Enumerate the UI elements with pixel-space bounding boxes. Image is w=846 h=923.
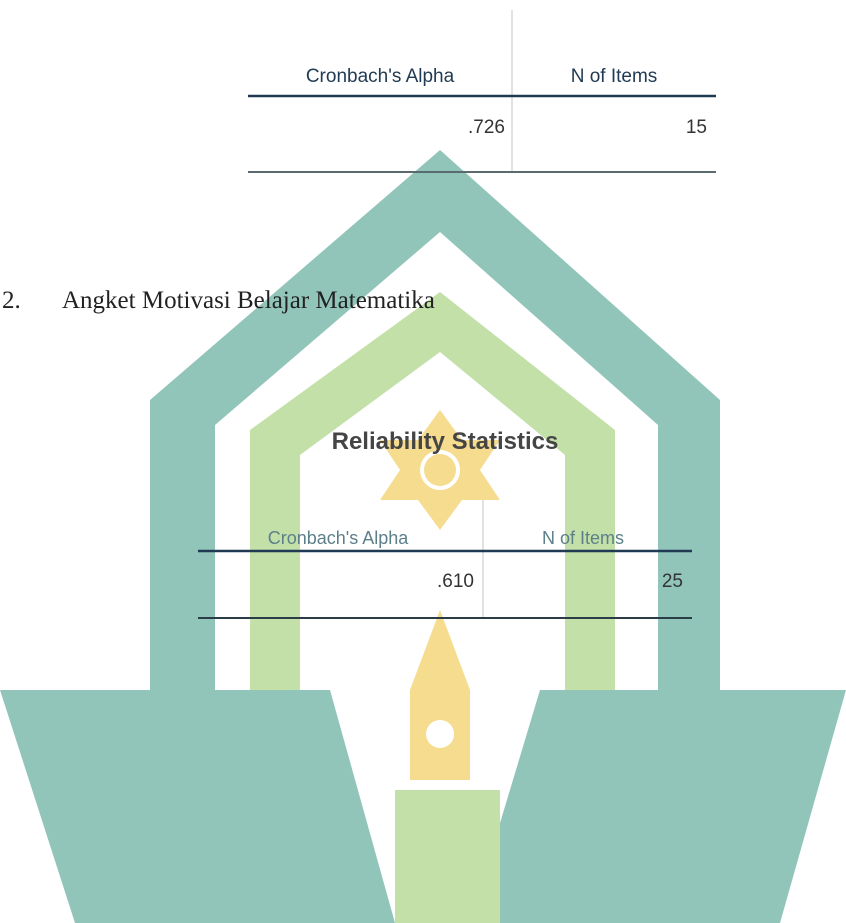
column-header: Cronbach's Alpha (268, 528, 410, 548)
pen (410, 610, 470, 780)
center-base (395, 790, 500, 923)
cell: 25 (662, 571, 683, 592)
table-2: Reliability Statistics Cronbach's Alpha … (198, 428, 692, 619)
star-center (424, 454, 456, 486)
item-text: Angket Motivasi Belajar Matematika (62, 287, 435, 314)
table-1: Cronbach's Alpha N of Items .726 15 (248, 10, 716, 173)
right-wing (470, 690, 846, 923)
star (380, 410, 500, 530)
column-header: N of Items (542, 528, 624, 548)
cell: 15 (686, 117, 707, 138)
cell: .610 (437, 571, 474, 592)
table-title: Reliability Statistics (332, 428, 559, 455)
item-number: 2. (2, 287, 21, 314)
cell: .726 (468, 117, 505, 138)
watermark (0, 150, 846, 923)
left-wing (0, 690, 395, 923)
outer-arch (150, 150, 720, 690)
column-header: Cronbach's Alpha (306, 66, 455, 87)
inner-arch (250, 292, 615, 690)
column-header: N of Items (571, 66, 658, 87)
list-item: 2. Angket Motivasi Belajar Matematika (2, 287, 435, 314)
